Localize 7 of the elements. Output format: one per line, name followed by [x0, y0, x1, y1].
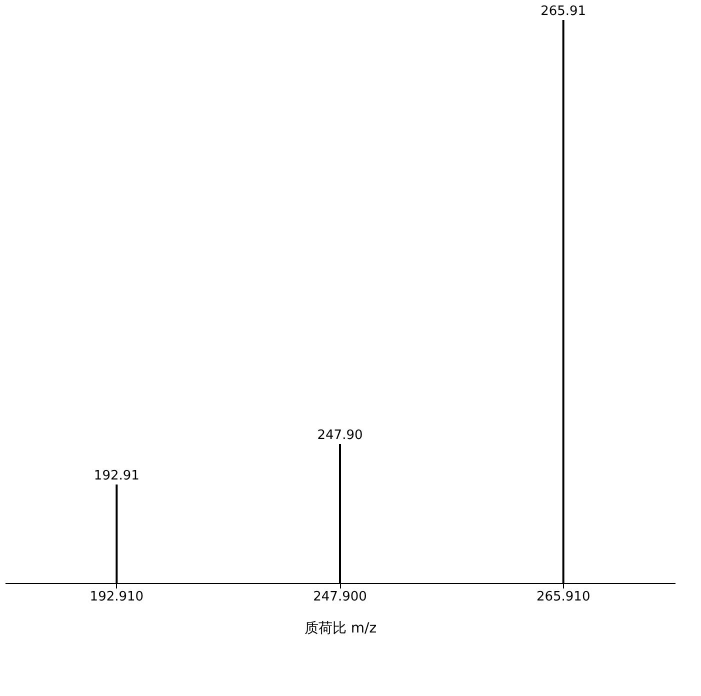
annotation: 265.91 [540, 4, 586, 19]
x-tick-label: 247.900 [313, 590, 367, 604]
x-tick-label: 192.910 [90, 590, 144, 604]
x-axis-title: 质荷比 m/z [304, 620, 377, 636]
annotation: 192.91 [94, 468, 140, 484]
x-tick-label: 265.910 [536, 590, 590, 604]
annotation: 247.90 [317, 428, 363, 443]
